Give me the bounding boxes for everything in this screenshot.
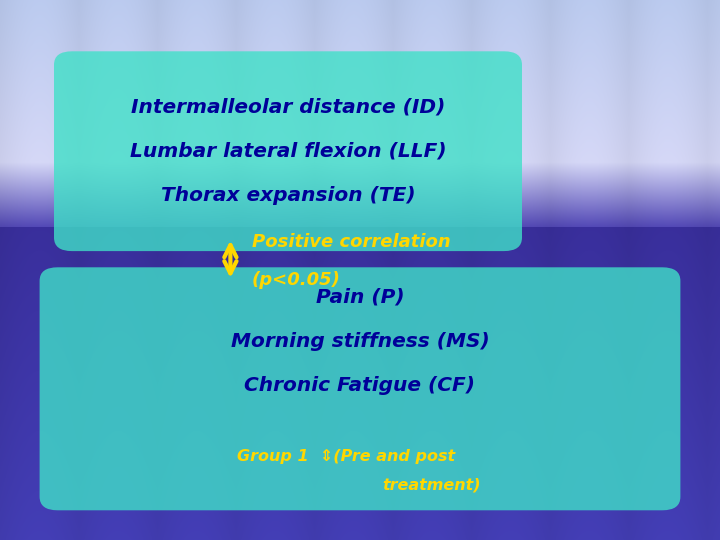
Text: treatment): treatment) bbox=[383, 477, 481, 492]
Text: Positive correlation: Positive correlation bbox=[252, 233, 451, 251]
Text: Pain (P): Pain (P) bbox=[315, 287, 405, 307]
Text: Lumbar lateral flexion (LLF): Lumbar lateral flexion (LLF) bbox=[130, 141, 446, 161]
Text: Intermalleolar distance (ID): Intermalleolar distance (ID) bbox=[131, 97, 445, 117]
Text: Morning stiffness (MS): Morning stiffness (MS) bbox=[230, 332, 490, 351]
Text: Group 1  ⇕(Pre and post: Group 1 ⇕(Pre and post bbox=[237, 449, 454, 464]
Text: (p<0.05): (p<0.05) bbox=[252, 271, 341, 289]
FancyBboxPatch shape bbox=[54, 51, 522, 251]
Text: Chronic Fatigue (CF): Chronic Fatigue (CF) bbox=[245, 376, 475, 395]
FancyBboxPatch shape bbox=[40, 267, 680, 510]
Text: Thorax expansion (TE): Thorax expansion (TE) bbox=[161, 186, 415, 205]
